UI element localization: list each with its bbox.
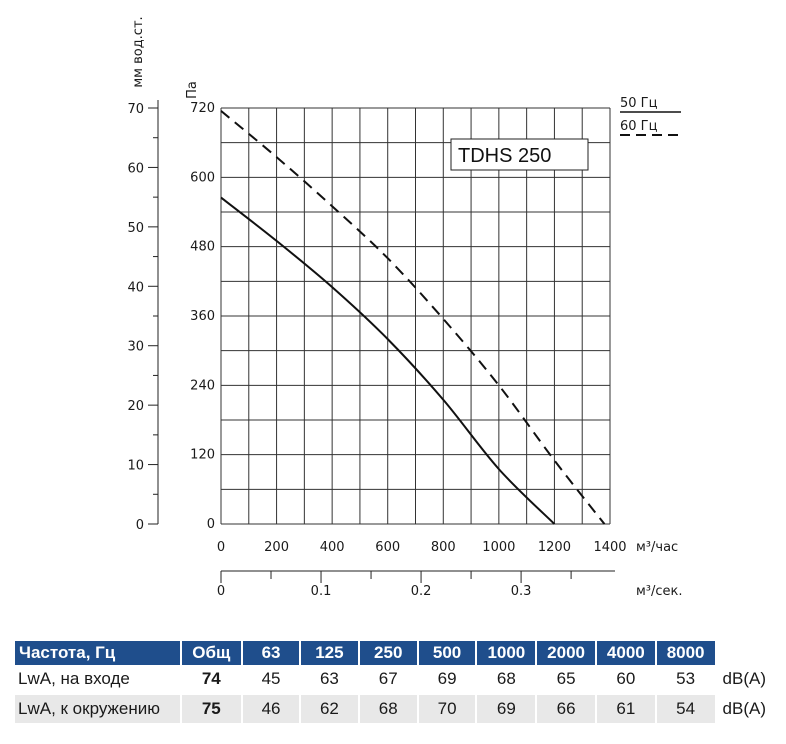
y2-tick-label: 50 xyxy=(127,221,144,236)
fan-performance-chart: 0 120 240 360 480 600 720 0 10 20 30 40 50 60 70 0 200… xyxy=(127,16,683,599)
cell-value: 70 xyxy=(417,693,478,723)
y-tick-label: 120 xyxy=(190,448,215,463)
y2-tick-label: 0 xyxy=(136,518,144,533)
model-label-box: TDHS 250 xyxy=(450,138,589,171)
cell-value: 53 xyxy=(655,665,717,694)
cell-value: 60 xyxy=(595,665,657,694)
y-axis-mm-label: мм вод.ст. xyxy=(131,16,146,87)
x-tick-label: 1400 xyxy=(593,540,626,555)
x-axis-m3h-label: м³/час xyxy=(636,540,678,555)
y-axis-mm: 0 10 20 30 40 50 60 70 xyxy=(127,100,159,533)
x-tick-label: 1200 xyxy=(538,540,571,555)
y2-tick-label: 60 xyxy=(127,161,144,176)
x-tick-label: 1000 xyxy=(482,540,515,555)
x-tick-label: 800 xyxy=(431,540,456,555)
model-label: TDHS 250 xyxy=(458,145,551,167)
chart-grid xyxy=(220,107,611,525)
y-axis-pa-label: Па xyxy=(185,81,200,99)
row-label: LwA, на входе xyxy=(15,665,182,694)
row-label: LwA, к окружению xyxy=(15,693,182,723)
y2-tick-label: 30 xyxy=(127,340,144,355)
header-63: 63 xyxy=(242,641,301,665)
header-unit-spacer xyxy=(715,641,770,665)
x-axis-m3s-label: м³/сек. xyxy=(636,584,683,599)
cell-value: 65 xyxy=(536,665,597,694)
cell-value: 66 xyxy=(536,693,597,723)
y2-tick-label: 40 xyxy=(127,280,144,295)
row-unit: dB(A) xyxy=(715,693,772,723)
curves xyxy=(220,110,606,525)
x-axis-m3h-unit: м³/час xyxy=(636,540,678,555)
noise-table: Частота, Гц Общ 63 125 250 500 1000 2000… xyxy=(15,641,772,723)
cell-value: 69 xyxy=(417,665,478,694)
y-axis-pa: 0 120 240 360 480 600 720 xyxy=(190,101,215,532)
cell-value: 61 xyxy=(595,693,657,723)
header-250: 250 xyxy=(358,641,419,665)
cell-value: 63 xyxy=(300,665,360,694)
x-axis-m3s-unit: м³/сек. xyxy=(636,584,683,599)
x-tick-label: 0 xyxy=(217,540,225,555)
row-unit: dB(A) xyxy=(715,665,772,694)
header-500: 500 xyxy=(417,641,478,665)
legend: 50 Гц 60 Гц xyxy=(620,96,681,136)
table-row: LwA, к окружению 75 46 62 68 70 69 66 61… xyxy=(15,693,772,723)
curve-50hz xyxy=(220,196,556,525)
y-tick-label: 240 xyxy=(190,378,215,393)
y2-tick-label: 20 xyxy=(127,399,144,414)
cell-value: 54 xyxy=(655,693,717,723)
cell-value: 69 xyxy=(476,693,538,723)
header-4000: 4000 xyxy=(595,641,657,665)
y2-tick-label: 10 xyxy=(127,459,144,474)
table-row: LwA, на входе 74 45 63 67 69 68 65 60 53… xyxy=(15,665,772,694)
x-tick-label: 400 xyxy=(320,540,345,555)
cell-value: 67 xyxy=(358,665,419,694)
header-frequency: Частота, Гц xyxy=(15,641,182,665)
x-axis-m3s: 0 0.1 0.2 0.3 xyxy=(217,570,615,599)
x2-tick-label: 0.2 xyxy=(411,584,432,599)
cell-value: 68 xyxy=(358,693,419,723)
x2-tick-label: 0.3 xyxy=(511,584,532,599)
curve-60hz xyxy=(220,110,606,525)
x2-tick-label: 0.1 xyxy=(311,584,332,599)
row-total: 75 xyxy=(180,693,244,723)
cell-value: 45 xyxy=(242,665,301,694)
y2-tick-label: 70 xyxy=(127,102,144,117)
cell-value: 68 xyxy=(476,665,538,694)
legend-50hz-label: 50 Гц xyxy=(620,96,658,111)
y-tick-label: 480 xyxy=(190,240,215,255)
cell-value: 46 xyxy=(242,693,301,723)
row-total: 74 xyxy=(180,665,244,694)
x-tick-label: 200 xyxy=(264,540,289,555)
header-2000: 2000 xyxy=(536,641,597,665)
legend-60hz-label: 60 Гц xyxy=(620,119,658,134)
header-total: Общ xyxy=(180,641,244,665)
header-8000: 8000 xyxy=(655,641,717,665)
y-tick-label: 360 xyxy=(190,309,215,324)
header-1000: 1000 xyxy=(476,641,538,665)
y-tick-label: 600 xyxy=(190,170,215,185)
y-tick-label: 0 xyxy=(207,517,215,532)
x-axis-m3h: 0 200 400 600 800 1000 1200 1400 xyxy=(217,540,627,555)
x-tick-label: 600 xyxy=(375,540,400,555)
y-tick-label: 720 xyxy=(190,101,215,116)
header-125: 125 xyxy=(300,641,360,665)
noise-table-header: Частота, Гц Общ 63 125 250 500 1000 2000… xyxy=(15,641,770,665)
x2-tick-label: 0 xyxy=(217,584,225,599)
cell-value: 62 xyxy=(300,693,360,723)
